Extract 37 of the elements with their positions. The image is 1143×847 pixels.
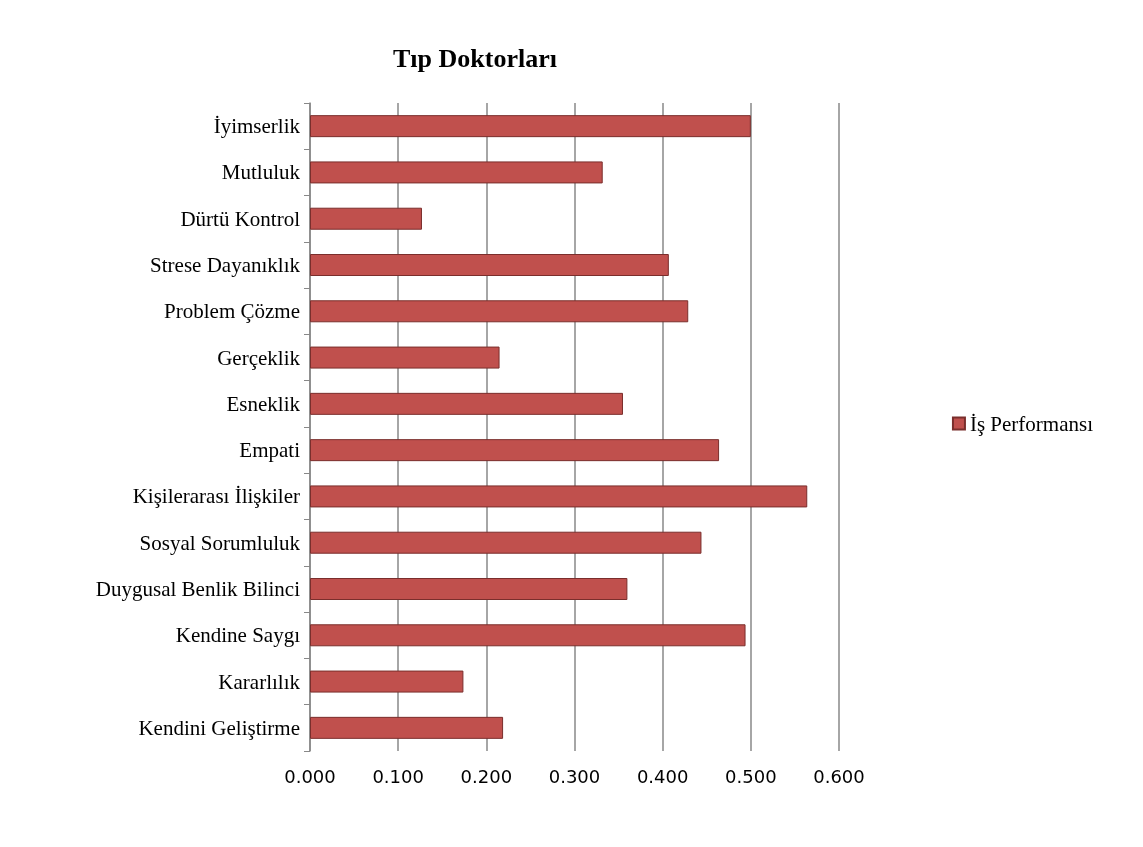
y-tick-label: Mutluluk	[221, 160, 301, 185]
bar	[310, 716, 504, 739]
bar	[310, 485, 808, 508]
x-tick-label: 0.300	[548, 765, 601, 787]
bar	[310, 207, 422, 230]
y-tick-label: Gerçeklik	[217, 345, 301, 370]
bar	[310, 624, 746, 647]
y-tick-label: Dürtü Kontrol	[180, 206, 301, 231]
bar	[310, 115, 751, 138]
bar	[310, 300, 689, 323]
y-tick-label: Problem Çözme	[164, 299, 300, 324]
x-tick-label: 0.000	[284, 765, 336, 787]
x-tick-label: 0.200	[460, 765, 513, 787]
bar	[310, 346, 500, 369]
y-tick-label: Kararlılık	[218, 669, 301, 694]
x-tick-label: 0.400	[636, 765, 689, 787]
y-tick-label: Strese Dayanıklık	[150, 253, 301, 277]
x-tick-label: 0.600	[813, 765, 865, 787]
chart-title: Tıp Doktorları	[393, 43, 557, 73]
y-tick-label: İyimserlik	[213, 114, 301, 139]
bar	[310, 578, 628, 600]
x-tick-label: 0.500	[725, 765, 777, 787]
y-tick-label: Kendine Saygı	[175, 623, 301, 648]
y-tick-label: Duygusal Benlik Bilinci	[95, 577, 301, 601]
bar	[310, 439, 720, 462]
y-tick-label: Sosyal Sorumluluk	[139, 530, 301, 555]
legend-label: İş Performansı	[969, 411, 1094, 436]
bar	[310, 254, 669, 276]
bar	[310, 531, 702, 554]
y-tick-label: Esneklik	[226, 391, 301, 416]
x-tick-label: 0.100	[372, 765, 424, 787]
y-tick-label: Kendini Geliştirme	[138, 715, 300, 740]
bar	[310, 670, 464, 693]
bar	[310, 161, 603, 184]
y-tick-label: Kişilerarası İlişkiler	[132, 484, 300, 509]
y-tick-label: Empati	[239, 438, 301, 463]
bar	[310, 392, 623, 415]
